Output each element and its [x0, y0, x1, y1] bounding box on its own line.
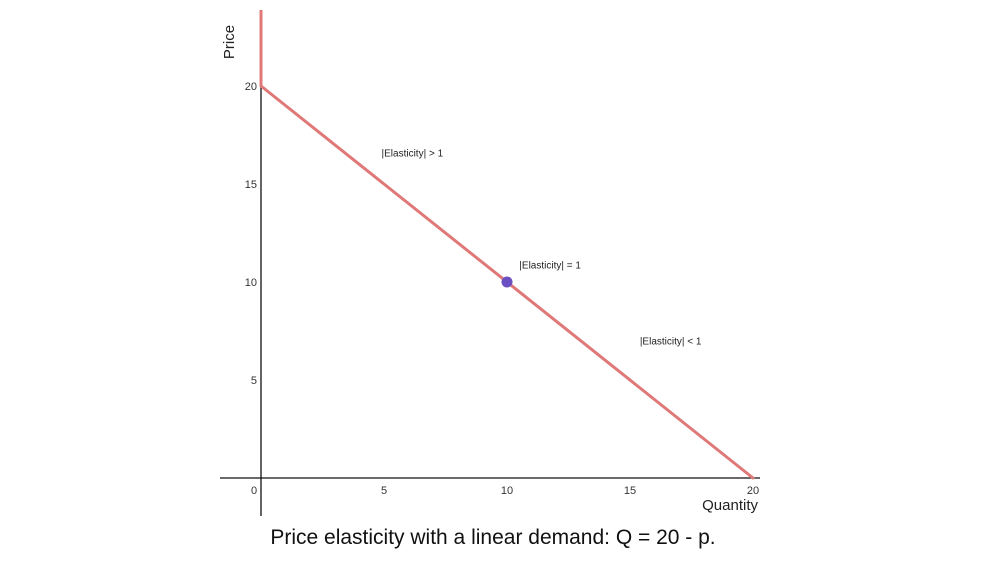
x-tick-label: 20 [747, 485, 759, 497]
x-tick-label: 10 [501, 485, 513, 497]
y-tick-label: 20 [245, 81, 257, 93]
chart-caption: Price elasticity with a linear demand: Q… [270, 526, 716, 549]
x-tick-label: 0 [251, 485, 257, 497]
y-tick-label: 5 [251, 375, 257, 387]
y-tick-label: 15 [245, 179, 257, 191]
y-tick-label: 10 [245, 277, 257, 289]
unit-elastic-point [501, 276, 513, 288]
y-axis-title: Price [221, 25, 238, 59]
annotation-elastic: |Elasticity| > 1 [382, 149, 444, 160]
annotation-unit-elastic: |Elasticity| = 1 [519, 260, 581, 271]
demand-chart: Price Quantity 0 5 10 15 20 5 10 15 20 |Elastici… [220, 10, 760, 516]
x-tick-label: 5 [381, 485, 387, 497]
x-axis-title: Quantity [702, 497, 758, 514]
x-tick-label: 15 [624, 485, 636, 497]
annotation-inelastic: |Elasticity| < 1 [640, 337, 702, 348]
